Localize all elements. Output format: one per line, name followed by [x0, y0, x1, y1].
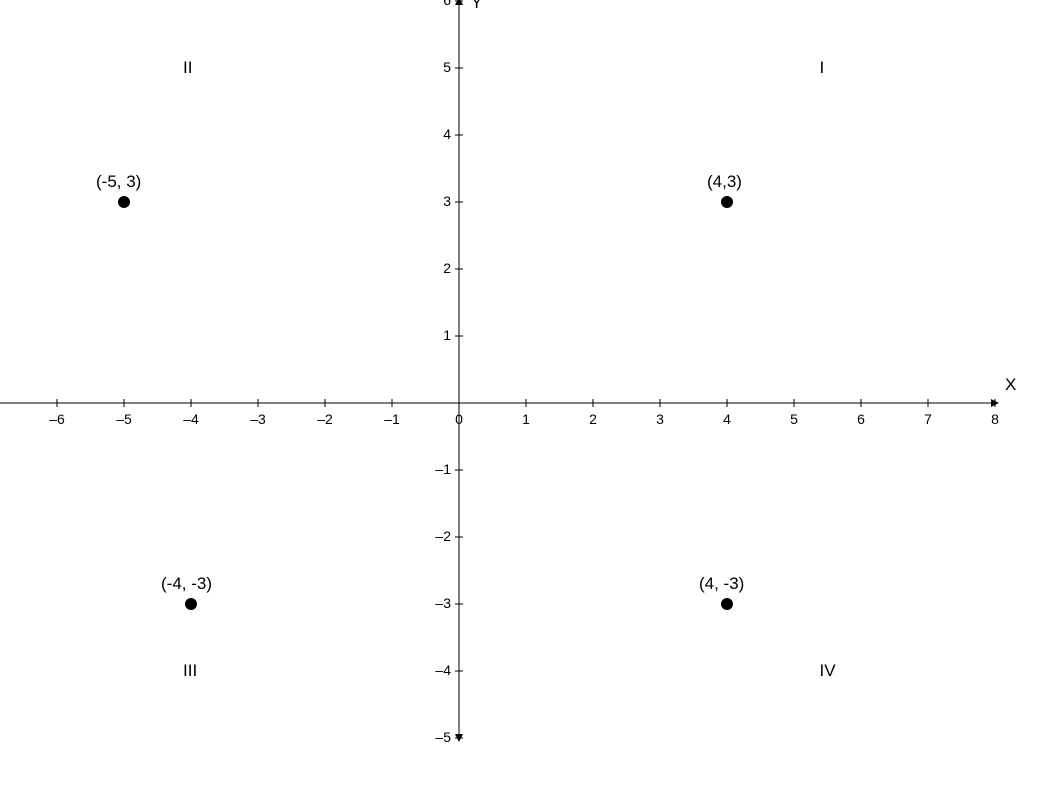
quadrant-label: I — [820, 58, 825, 78]
x-tick-label: 3 — [645, 411, 675, 427]
quadrant-label: IV — [820, 661, 836, 681]
x-tick-label: –5 — [109, 411, 139, 427]
coordinate-plane-chart: –7 –6 –5 –4 –3 –2 –1 0 1 2 3 4 5 6 7 8 –5 –4 –3 –2 –1 1 2 3 4 5 6 X… — [0, 0, 1053, 788]
x-tick-label: 2 — [578, 411, 608, 427]
data-point-label: (4, -3) — [699, 574, 744, 594]
x-tick-label: 0 — [444, 411, 474, 427]
x-tick-label: 5 — [779, 411, 809, 427]
x-tick-label: –2 — [310, 411, 340, 427]
y-tick-label: 4 — [421, 126, 451, 142]
x-tick-label: 7 — [913, 411, 943, 427]
quadrant-label: II — [183, 58, 192, 78]
x-tick-label: –6 — [42, 411, 72, 427]
axes-svg — [0, 0, 1053, 788]
data-point-label: (4,3) — [707, 172, 742, 192]
y-axis-label: Y — [471, 0, 482, 13]
y-tick-label: –2 — [421, 528, 451, 544]
data-point-label: (-5, 3) — [96, 172, 141, 192]
y-tick-label: 6 — [421, 0, 451, 8]
x-tick-label: –4 — [176, 411, 206, 427]
x-tick-label: –1 — [377, 411, 407, 427]
x-tick-label: 1 — [511, 411, 541, 427]
y-tick-label: 2 — [421, 260, 451, 276]
data-point — [185, 598, 197, 610]
x-tick-label: 8 — [980, 411, 1010, 427]
y-tick-label: –1 — [421, 461, 451, 477]
data-point — [721, 598, 733, 610]
x-tick-label: 4 — [712, 411, 742, 427]
data-point — [721, 196, 733, 208]
y-tick-label: 1 — [421, 327, 451, 343]
y-tick-label: –5 — [421, 729, 451, 745]
data-point-label: (-4, -3) — [161, 574, 212, 594]
x-tick-label: 6 — [846, 411, 876, 427]
y-tick-label: –3 — [421, 595, 451, 611]
x-tick-label: –7 — [0, 411, 5, 427]
x-axis-label: X — [1005, 375, 1016, 395]
y-tick-label: 5 — [421, 59, 451, 75]
x-tick-label: –3 — [243, 411, 273, 427]
data-point — [118, 196, 130, 208]
quadrant-label: III — [183, 661, 197, 681]
y-tick-label: –4 — [421, 662, 451, 678]
y-tick-label: 3 — [421, 193, 451, 209]
